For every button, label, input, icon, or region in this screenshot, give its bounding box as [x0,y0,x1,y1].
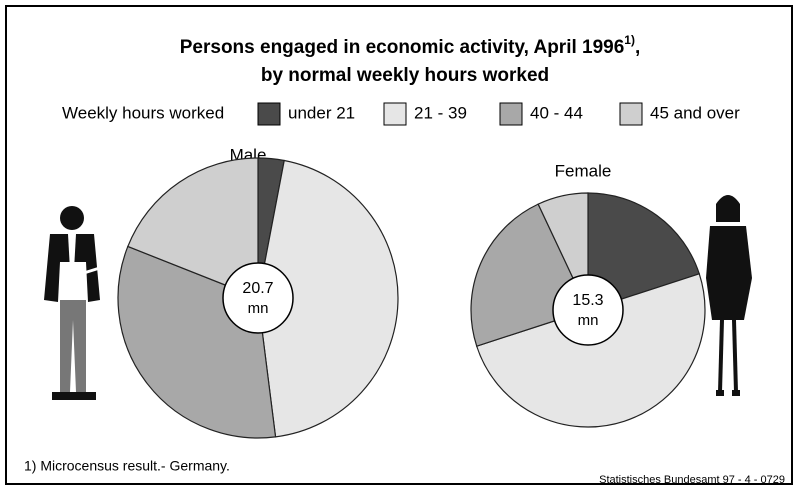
legend-swatch [500,103,522,125]
chart-title: Persons engaged in economic activity, Ap… [180,33,641,58]
pie-unit: mn [248,300,269,317]
title-punct: , [635,37,640,58]
page: Persons engaged in economic activity, Ap… [0,0,799,491]
chart-subtitle: by normal weekly hours worked [261,65,549,86]
title-note: 1) [624,33,635,47]
legend-label: under 21 [288,103,355,122]
title-line: Persons engaged in economic activity, Ap… [180,37,625,58]
pie-total: 15.3 [572,292,603,309]
source: Statistisches Bundesamt 97 - 4 - 0729 [599,474,785,486]
footnote: 1) Microcensus result.- Germany. [24,458,230,474]
pie-title: Female [555,161,612,180]
legend-label: 21 - 39 [414,103,467,122]
pie-center [553,275,623,345]
legend-label: 40 - 44 [530,103,583,122]
pie-unit: mn [578,312,599,329]
legend-swatch [620,103,642,125]
legend-title: Weekly hours worked [62,103,224,122]
legend-swatch [258,103,280,125]
pie-total: 20.7 [242,280,273,297]
legend-swatch [384,103,406,125]
legend-label: 45 and over [650,103,740,122]
pie-center [223,263,293,333]
chart: Persons engaged in economic activity, Ap… [0,0,799,491]
